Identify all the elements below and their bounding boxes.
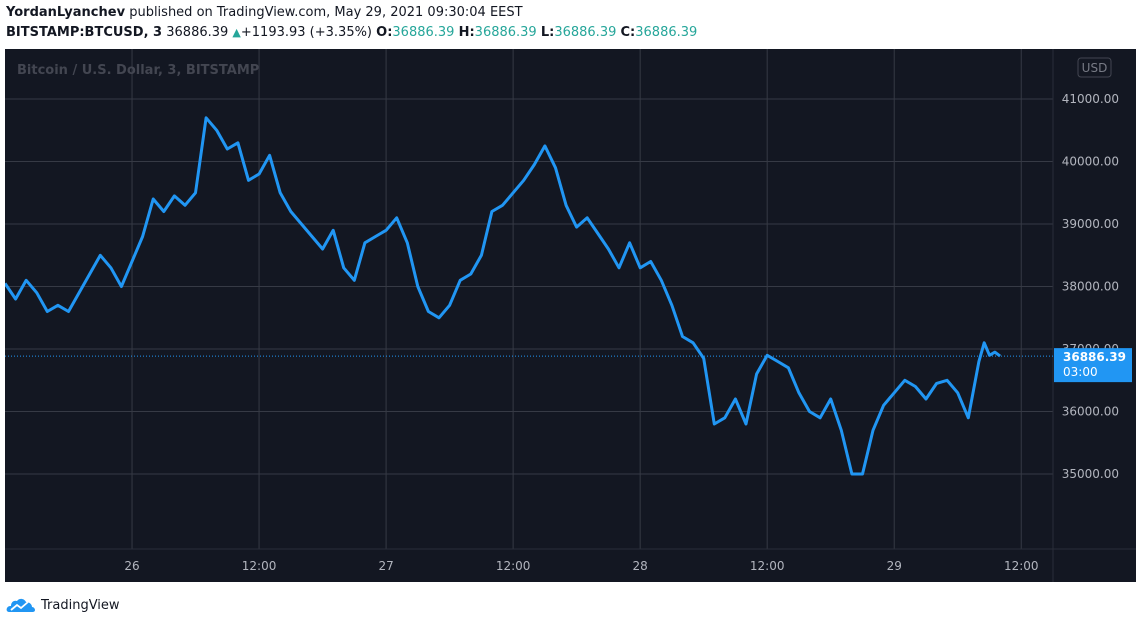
currency-button-frame [1077,57,1112,78]
x-tick-label: 12:00 [750,559,785,573]
x-tick-label: 12:00 [242,559,277,573]
price-chart[interactable]: Bitcoin / U.S. Dollar, 3, BITSTAMP USD 3… [3,49,1136,582]
last-price-box [1054,348,1132,383]
high-label: H: [458,25,475,40]
y-tick-label: 36000.00 [1062,405,1119,419]
low-value: 36886.39 [554,25,617,40]
publish-info: YordanLyanchev published on TradingView.… [6,5,523,20]
published-text: published on TradingView.com, May 29, 20… [129,5,523,20]
ticker-symbol: BITSTAMP:BTCUSD, 3 [6,25,163,40]
tradingview-brand[interactable]: TradingView [6,594,120,616]
close-value: 36886.39 [635,25,698,40]
tradingview-name: TradingView [41,597,120,613]
x-tick-label: 12:00 [496,559,531,573]
open-label: O: [376,25,393,40]
x-tick-label: 26 [124,559,139,573]
x-tick-label: 28 [633,559,648,573]
series-line-btcusd [3,116,1002,476]
y-tick-label: 39000.00 [1062,217,1119,231]
last-price-label: 36886.39 [1063,350,1126,364]
author-name[interactable]: YordanLyanchev [6,5,126,20]
ticker-line: BITSTAMP:BTCUSD, 3 36886.39 ▲+1193.93 (+… [6,25,697,40]
currency-label: USD [1082,61,1108,75]
chart-background [5,49,1136,582]
y-tick-label: 41000.00 [1062,92,1119,106]
open-value: 36886.39 [392,25,455,40]
up-arrow-icon: ▲ [232,26,241,39]
last-price: 36886.39 [166,25,229,40]
price-change: +1193.93 (+3.35%) [240,25,373,40]
chart-watermark: Bitcoin / U.S. Dollar, 3, BITSTAMP [17,63,259,78]
low-label: L: [540,25,555,40]
y-tick-label: 38000.00 [1062,280,1119,294]
x-tick-label: 29 [887,559,902,573]
close-label: C: [620,25,636,40]
tradingview-logo-icon [6,598,36,612]
y-tick-label: 40000.00 [1062,155,1119,169]
y-tick-label: 35000.00 [1062,467,1119,481]
x-tick-label: 12:00 [1004,559,1039,573]
chart-area[interactable]: Bitcoin / U.S. Dollar, 3, BITSTAMP USD 3… [3,49,1136,582]
x-tick-label: 27 [378,559,393,573]
high-value: 36886.39 [474,25,537,40]
time-axis[interactable]: 26 12:00 27 12:00 28 12:00 29 12:00 [124,559,1038,573]
last-price-countdown: 03:00 [1063,365,1098,379]
grid-lines [5,49,1053,549]
last-price-marker: 36886.39 03:00 [1054,348,1132,383]
currency-button[interactable]: USD [1077,57,1112,78]
